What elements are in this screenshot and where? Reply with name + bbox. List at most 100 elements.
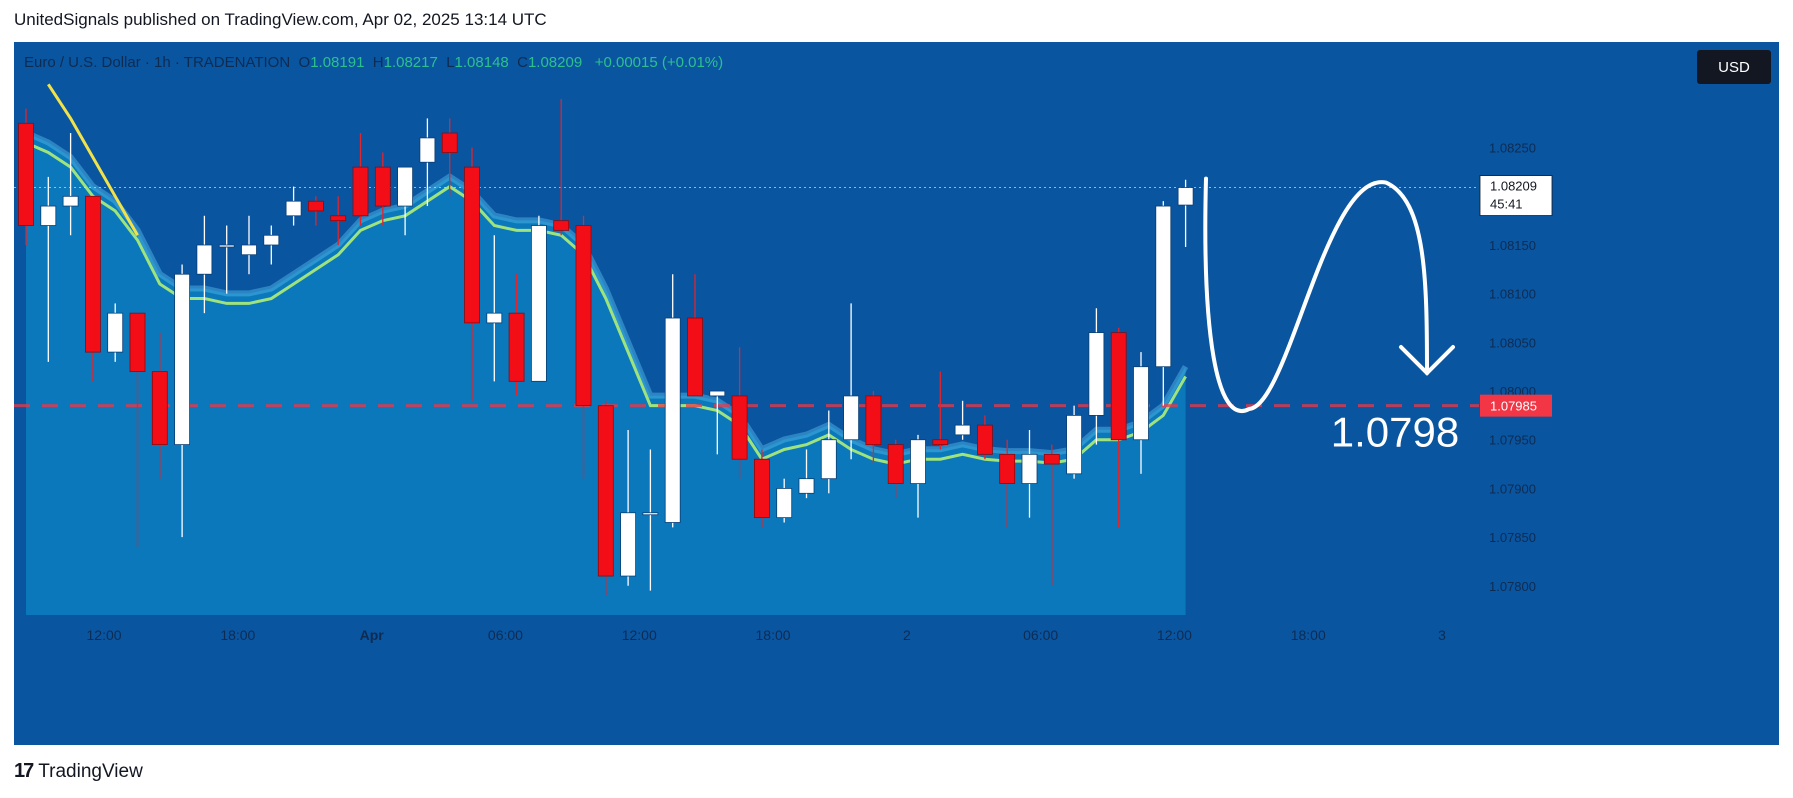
x-axis-tick-label: 12:00: [1157, 627, 1192, 643]
candle-body: [508, 312, 525, 382]
candle-body: [1043, 453, 1060, 465]
candles-layer: [18, 98, 1194, 596]
candle-body: [1133, 366, 1149, 441]
candle-body: [620, 512, 636, 577]
candle-body: [709, 390, 726, 397]
x-axis-tick-label: 18:00: [220, 627, 255, 643]
candle-body: [687, 317, 703, 397]
tradingview-brand[interactable]: 17 TradingView: [14, 760, 143, 783]
ohlc-legend: Euro / U.S. Dollar · 1h · TRADENATION O1…: [24, 54, 723, 71]
time-axis-bg: [14, 615, 1479, 652]
target-price-annotation: 1.0798: [1331, 409, 1459, 456]
candle-body: [285, 200, 302, 217]
x-axis-tick-label: 18:00: [1291, 627, 1326, 643]
candle-body: [62, 195, 79, 207]
candle-body: [218, 244, 235, 248]
candle-body: [531, 225, 547, 382]
candle-body: [441, 132, 458, 153]
candle-body: [174, 273, 191, 446]
tradingview-brand-label: TradingView: [38, 760, 143, 782]
candle-body: [151, 371, 168, 446]
candle-body: [776, 488, 793, 519]
candle-body: [865, 395, 882, 446]
x-axis-tick-label: 3: [1438, 627, 1446, 643]
forecast-arrow-path: [1203, 176, 1429, 413]
x-axis-tick-label: 12:00: [87, 627, 122, 643]
candle-body: [1066, 414, 1082, 475]
moving-average-line: [25, 141, 1187, 466]
candle-body: [1155, 205, 1172, 368]
currency-button[interactable]: USD: [1697, 50, 1771, 84]
y-axis-tick-label: 1.08150: [1489, 238, 1536, 253]
candle-body: [932, 439, 949, 446]
candle-body: [374, 166, 391, 207]
annotation-layer: 1.0798: [1203, 176, 1459, 456]
x-axis-tick-label: Apr: [360, 627, 385, 643]
candle-body: [664, 317, 681, 523]
candle-body: [820, 439, 837, 480]
price-axis-bg: [1479, 42, 1779, 745]
x-axis-tick-label: 12:00: [622, 627, 657, 643]
candle-body: [107, 312, 124, 353]
candle-body: [642, 512, 659, 516]
candle-body: [1021, 453, 1038, 484]
candle-body: [731, 395, 748, 460]
y-axis-tick-label: 1.07900: [1489, 481, 1536, 496]
forecast-arrow-head: [1399, 345, 1455, 376]
level-price-tag: [1480, 394, 1552, 417]
y-axis-tick-label: 1.07950: [1489, 433, 1536, 448]
level-price-label: 1.07985: [1490, 399, 1537, 414]
candle-body: [843, 395, 859, 441]
candle-body: [18, 122, 34, 226]
y-axis-tick-label: 1.07850: [1489, 530, 1536, 545]
candle-body: [798, 478, 815, 494]
y-axis-tick-label: 1.08050: [1489, 335, 1536, 350]
candle-body: [419, 137, 436, 163]
legend-high-value: 1.08217: [383, 54, 438, 71]
legend-close-label: C: [517, 54, 528, 71]
candle-body: [241, 244, 257, 256]
candle-body: [1177, 187, 1194, 206]
candle-body: [196, 244, 213, 275]
x-axis-tick-label: 06:00: [1023, 627, 1058, 643]
axes-layer: 1.082501.082001.081501.081001.080501.080…: [14, 141, 1553, 652]
candle-body: [85, 195, 101, 353]
candle-body: [553, 220, 570, 231]
candle-body: [597, 405, 614, 577]
x-axis-tick-label: 06:00: [488, 627, 523, 643]
candle-body: [40, 205, 57, 226]
bar-countdown-label: 45:41: [1490, 197, 1523, 212]
candle-body: [397, 166, 414, 207]
candle-body: [954, 424, 971, 436]
candle-body: [887, 444, 904, 484]
candle-body: [352, 166, 369, 217]
x-axis-tick-label: 18:00: [756, 627, 791, 643]
legend-change: +0.00015 (+0.01%): [594, 54, 724, 71]
legend-open-value: 1.08191: [310, 54, 365, 71]
legend-close-value: 1.08209: [527, 54, 583, 71]
x-axis-tick-label: 2: [903, 627, 911, 643]
candle-body: [129, 312, 146, 372]
candle-body: [754, 458, 770, 519]
candle-body: [464, 166, 480, 324]
candle-body: [486, 312, 503, 324]
candle-body: [575, 225, 592, 407]
candle-body: [1110, 332, 1127, 441]
candle-body: [263, 234, 280, 246]
chart-area[interactable]: 1.0798 1.082501.082001.081501.081001.080…: [14, 42, 1779, 745]
legend-open-label: O: [298, 54, 311, 71]
price-chart[interactable]: 1.0798 1.082501.082001.081501.081001.080…: [14, 42, 1779, 745]
legend-low-label: L: [446, 54, 455, 71]
y-axis-tick-label: 1.07800: [1489, 579, 1536, 594]
candle-body: [910, 439, 926, 484]
y-axis-tick-label: 1.08250: [1489, 141, 1536, 156]
candle-body: [330, 215, 347, 222]
fast-moving-average-line: [47, 83, 139, 237]
legend-symbol: Euro / U.S. Dollar · 1h · TRADENATION: [24, 54, 291, 71]
current-price-tag: [1479, 175, 1553, 216]
publisher-header: UnitedSignals published on TradingView.c…: [14, 10, 547, 29]
legend-low-value: 1.08148: [454, 54, 509, 71]
candle-body: [307, 200, 324, 212]
candle-body: [1088, 332, 1105, 416]
moving-average-layer: [25, 83, 1187, 466]
